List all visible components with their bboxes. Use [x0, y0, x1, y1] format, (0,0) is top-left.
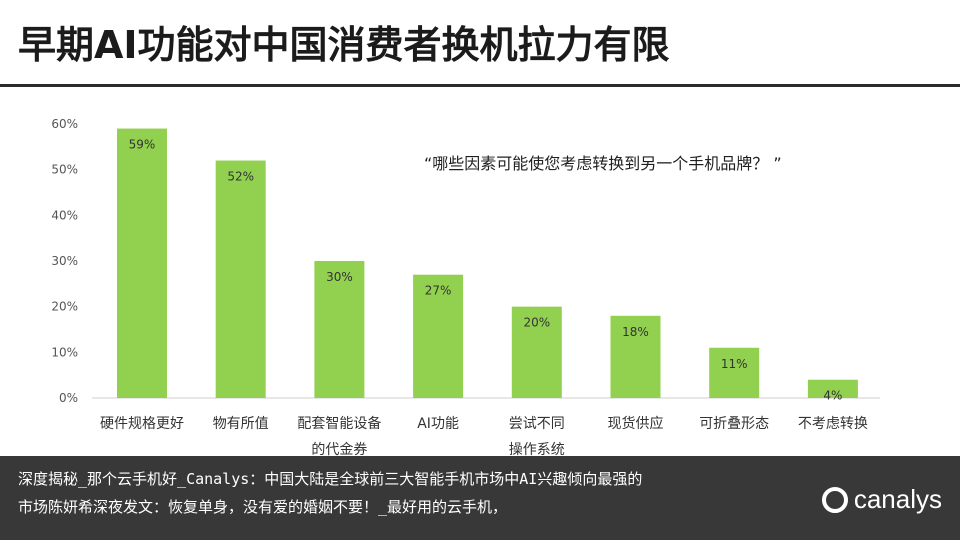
y-axis-ticks: 0% 10% 20% 30% 40% 50% 60%: [51, 117, 78, 405]
data-label: 20%: [523, 316, 550, 330]
data-label: 59%: [129, 138, 156, 152]
category-label: 现货供应: [608, 415, 664, 432]
bar: [215, 160, 266, 398]
data-label: 52%: [227, 170, 254, 184]
y-tick-label: 60%: [51, 117, 78, 131]
data-label: 30%: [326, 270, 353, 284]
bar: [807, 379, 858, 398]
data-label: 18%: [622, 325, 649, 339]
title-divider: [0, 84, 960, 87]
caption-line-2: 市场陈妍希深夜发文：恢复单身，没有爱的婚姻不要！_最好用的云手机，: [18, 498, 508, 516]
data-labels: 59% 52% 30% 27% 20% 18% 11% 4%: [129, 138, 843, 403]
category-label: 硬件规格更好: [100, 416, 184, 432]
bar: [117, 128, 167, 399]
bar: [413, 274, 464, 398]
caption-line-1: 深度揭秘_那个云手机好_Canalys：中国大陆是全球前三大智能手机市场中AI兴…: [18, 470, 643, 488]
category-label: 的代金券: [311, 442, 367, 458]
category-label: 不考虑转换: [798, 415, 868, 432]
bar: [511, 306, 562, 398]
bar: [314, 261, 365, 398]
y-tick-label: 10%: [51, 345, 78, 359]
canalys-logo: canalys: [821, 484, 942, 515]
category-label: AI功能: [417, 416, 459, 432]
bar: [610, 315, 661, 398]
survey-question: “哪些因素可能使您考虑转换到另一个手机品牌？ ”: [424, 154, 782, 173]
category-label: 可折叠形态: [699, 416, 769, 432]
logo-text: canalys: [853, 484, 942, 514]
y-tick-label: 0%: [59, 391, 78, 405]
category-label: 物有所值: [213, 416, 269, 432]
y-tick-label: 40%: [51, 208, 78, 222]
y-tick-label: 30%: [51, 254, 78, 268]
bar: [709, 347, 760, 398]
y-tick-label: 20%: [51, 300, 78, 314]
caption-overlay: 深度揭秘_那个云手机好_Canalys：中国大陆是全球前三大智能手机市场中AI兴…: [0, 456, 960, 540]
y-tick-label: 50%: [51, 163, 78, 177]
data-label: 4%: [823, 389, 842, 403]
category-label: 尝试不同: [509, 416, 565, 432]
bars: [117, 128, 858, 399]
data-label: 11%: [721, 357, 748, 371]
canalys-logo-icon: [821, 486, 848, 513]
category-label: 操作系统: [509, 442, 565, 458]
category-label: 配套智能设备: [297, 415, 381, 432]
data-label: 27%: [425, 284, 452, 298]
page-title: 早期AI功能对中国消费者换机拉力有限: [18, 23, 670, 67]
